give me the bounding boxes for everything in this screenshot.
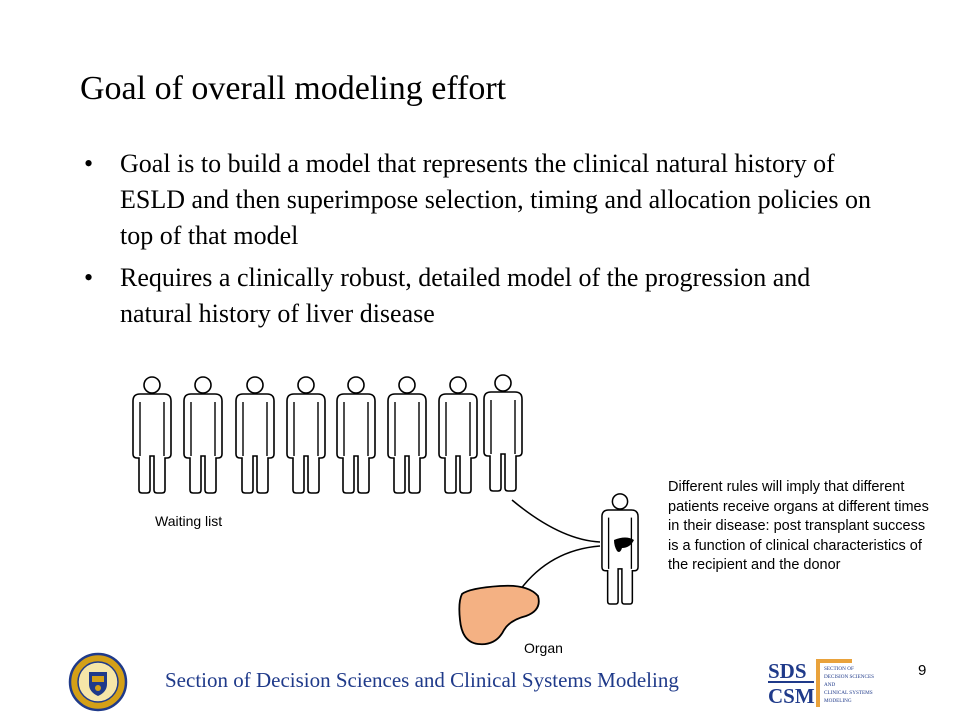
liver-mark-icon [614,537,634,552]
person-icon [235,376,275,494]
figure-note: Different rules will imply that differen… [668,479,929,573]
person-icon [483,374,523,492]
person-icon [132,376,172,494]
bullet-item: • Requires a clinically robust, detailed… [82,260,882,332]
bullet-item: • Goal is to build a model that represen… [82,146,882,254]
slide-title: Goal of overall modeling effort [80,70,507,107]
arrow-icon [511,499,601,543]
liver-icon [458,584,540,646]
arrow-icon [519,545,601,591]
person-icon [183,376,223,494]
sds-csm-logo-icon: SDS CSM SECTION OF DECISION SCIENCES AND… [768,659,874,708]
bullet-list: • Goal is to build a model that represen… [82,146,882,338]
person-icon [336,376,376,494]
bullet-marker: • [84,149,94,178]
person-icon [286,376,326,494]
recipient-person-icon [601,493,639,605]
svg-text:MODELING: MODELING [824,698,852,704]
page-number: 9 [918,662,927,679]
bullet-text: Requires a clinically robust, detailed m… [120,263,811,328]
waiting-list-label: Waiting list [155,513,223,529]
figure-drawing [132,374,639,646]
organ-label: Organ [524,640,563,656]
bullet-text: Goal is to build a model that represents… [120,149,871,250]
allocation-figure: Waiting list Organ Different rules will … [0,370,960,670]
svg-text:SECTION OF: SECTION OF [824,666,854,672]
svg-text:SDS: SDS [768,659,807,683]
svg-text:CLINICAL SYSTEMS: CLINICAL SYSTEMS [824,690,873,696]
footer-text: Section of Decision Sciences and Clinica… [165,668,679,692]
svg-text:DECISION SCIENCES: DECISION SCIENCES [824,674,874,680]
person-icon [387,376,427,494]
person-icon [438,376,478,494]
university-seal-icon [68,652,128,712]
bullet-marker: • [84,263,94,292]
svg-text:CSM: CSM [768,684,815,708]
svg-text:AND: AND [824,682,835,688]
